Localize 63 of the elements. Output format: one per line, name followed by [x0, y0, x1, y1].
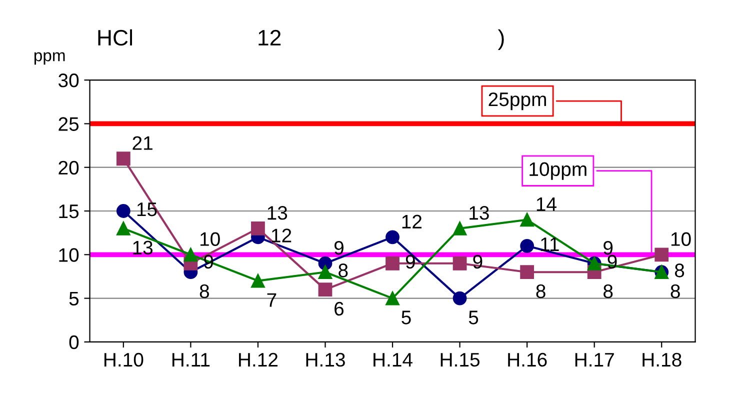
- y-tick-label: 10: [59, 248, 79, 262]
- y-tick-label: 30: [58, 74, 79, 88]
- y-tick-label: 5: [69, 292, 79, 306]
- data-label: 6: [334, 302, 344, 316]
- data-label: 8: [670, 284, 680, 298]
- x-tick-label: H.17: [575, 353, 614, 366]
- point: [116, 204, 130, 218]
- point: [116, 152, 130, 166]
- data-label: 9: [204, 254, 214, 269]
- point: [318, 265, 332, 280]
- data-label: 5: [402, 310, 411, 324]
- point: [520, 265, 534, 280]
- legend-label: 25ppm: [488, 92, 546, 110]
- y-tick-label: 20: [58, 160, 79, 175]
- x-tick-label: H.14: [374, 353, 412, 366]
- data-label: 13: [268, 206, 288, 220]
- point: [318, 282, 332, 297]
- point: [654, 248, 669, 262]
- y-tick-label: 15: [59, 204, 79, 218]
- x-tick-label: H.11: [172, 353, 210, 366]
- data-label: 14: [536, 197, 556, 211]
- chart-title: HCl 12 ): [98, 29, 504, 50]
- data-label: 9: [334, 240, 344, 255]
- x-tick-label: H.12: [239, 352, 278, 366]
- data-label: 8: [338, 264, 348, 278]
- x-tick-label: H.13: [306, 352, 345, 367]
- y-tick-label: 0: [69, 335, 79, 350]
- data-label: 8: [536, 284, 546, 298]
- y-tick-label: 25: [58, 117, 79, 131]
- ref-line-label: 10ppm: [530, 162, 586, 180]
- point: [520, 212, 534, 227]
- point: [318, 256, 332, 270]
- data-label: 5: [468, 310, 478, 324]
- x-tick-label: H.15: [440, 353, 480, 367]
- data-label: 10: [200, 232, 220, 246]
- data-label: 12: [402, 214, 422, 228]
- point: [386, 230, 400, 244]
- x-tick-label: H.16: [508, 352, 547, 367]
- point: [251, 274, 265, 288]
- data-label: 7: [267, 293, 276, 307]
- data-label: 9: [604, 240, 613, 255]
- data-label: 13: [133, 240, 153, 255]
- point: [116, 222, 130, 236]
- point: [184, 248, 198, 262]
- data-label: 11: [541, 238, 559, 251]
- data-label: 21: [132, 136, 152, 150]
- point: [520, 238, 534, 253]
- point: [452, 256, 467, 270]
- x-tick-label: H.18: [642, 352, 682, 367]
- data-label: 10: [671, 232, 691, 246]
- x-tick-label: H.10: [104, 352, 144, 367]
- y-axis-title: ppm: [34, 52, 65, 65]
- data-label: 12: [272, 228, 292, 242]
- point: [386, 291, 400, 306]
- point: [452, 291, 467, 306]
- data-label: 8: [674, 264, 684, 278]
- data-label: 8: [200, 284, 209, 298]
- data-label: 13: [470, 206, 489, 220]
- point: [251, 222, 265, 236]
- data-label: 15: [137, 202, 157, 216]
- point: [386, 256, 400, 270]
- point: [452, 222, 467, 236]
- data-label: 8: [604, 284, 613, 298]
